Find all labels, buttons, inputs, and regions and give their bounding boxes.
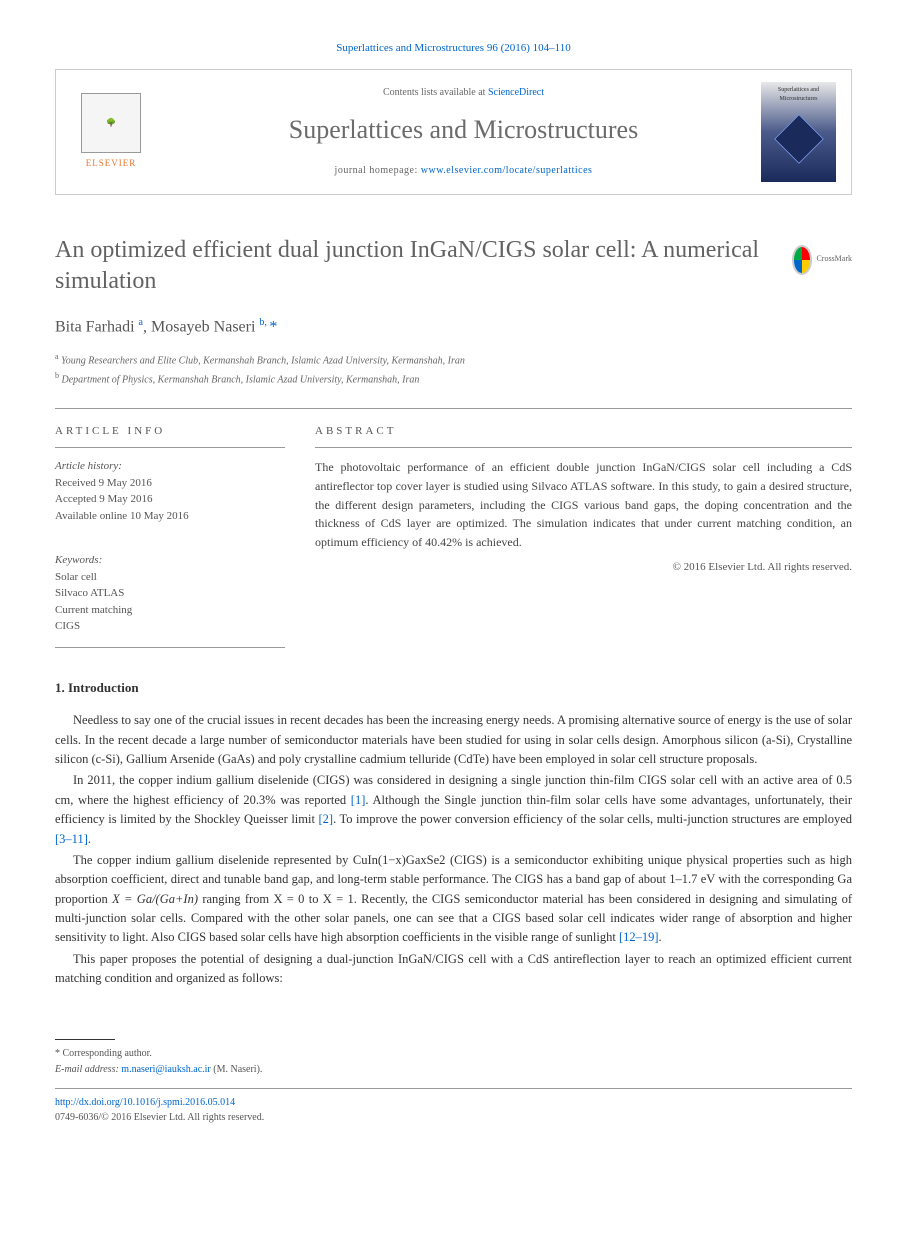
- article-title: An optimized efficient dual junction InG…: [55, 235, 852, 297]
- citation-header: Superlattices and Microstructures 96 (20…: [55, 40, 852, 57]
- paragraph-1: Needless to say one of the crucial issue…: [55, 711, 852, 769]
- intro-heading: 1. Introduction: [55, 678, 852, 698]
- article-history: Article history: Received 9 May 2016 Acc…: [55, 447, 285, 524]
- keyword-2: Silvaco ATLAS: [55, 585, 285, 602]
- homepage-link[interactable]: www.elsevier.com/locate/superlattices: [421, 165, 593, 176]
- sciencedirect-link[interactable]: ScienceDirect: [488, 87, 544, 98]
- journal-cover-thumbnail: Superlattices and Microstructures: [761, 82, 836, 182]
- corresponding-star: *: [269, 318, 277, 335]
- history-accepted: Accepted 9 May 2016: [55, 491, 285, 508]
- issn-copyright: 0749-6036/© 2016 Elsevier Ltd. All right…: [55, 1112, 264, 1123]
- journal-name: Superlattices and Microstructures: [166, 110, 761, 149]
- elsevier-text: ELSEVIER: [86, 157, 137, 171]
- title-text: An optimized efficient dual junction InG…: [55, 237, 759, 294]
- abstract-column: ABSTRACT The photovoltaic performance of…: [315, 423, 852, 648]
- article-info-column: ARTICLE INFO Article history: Received 9…: [55, 423, 285, 648]
- crossmark-text: CrossMark: [816, 254, 852, 264]
- doi-link[interactable]: http://dx.doi.org/10.1016/j.spmi.2016.05…: [55, 1097, 235, 1108]
- divider: [55, 408, 852, 409]
- email-name: (M. Naseri).: [211, 1064, 263, 1075]
- ref-3-link[interactable]: [3–11]: [55, 832, 88, 846]
- footer-separator: [55, 1088, 852, 1089]
- abstract-header: ABSTRACT: [315, 423, 852, 440]
- author-2: Mosayeb Naseri: [151, 318, 255, 335]
- journal-header-box: 🌳 ELSEVIER Contents lists available at S…: [55, 69, 852, 195]
- journal-center: Contents lists available at ScienceDirec…: [166, 85, 761, 178]
- footer: http://dx.doi.org/10.1016/j.spmi.2016.05…: [55, 1095, 852, 1125]
- paragraph-2: In 2011, the copper indium gallium disel…: [55, 771, 852, 849]
- article-info-header: ARTICLE INFO: [55, 423, 285, 440]
- history-received: Received 9 May 2016: [55, 475, 285, 492]
- author-1: Bita Farhadi: [55, 318, 135, 335]
- p2-text-d: .: [88, 832, 91, 846]
- crossmark-icon: [792, 245, 812, 275]
- keywords-block: Keywords: Solar cell Silvaco ATLAS Curre…: [55, 542, 285, 648]
- cover-image-icon: [774, 114, 823, 163]
- crossmark-badge[interactable]: CrossMark: [792, 240, 852, 280]
- email-label: E-mail address:: [55, 1064, 121, 1075]
- homepage-label: journal homepage:: [335, 165, 421, 176]
- abstract-copyright: © 2016 Elsevier Ltd. All rights reserved…: [315, 559, 852, 576]
- body-text: Needless to say one of the crucial issue…: [55, 711, 852, 988]
- affiliation-a: Young Researchers and Elite Club, Kerman…: [61, 356, 465, 367]
- email-line: E-mail address: m.naseri@iauksh.ac.ir (M…: [55, 1062, 852, 1078]
- info-abstract-row: ARTICLE INFO Article history: Received 9…: [55, 423, 852, 648]
- abstract-text: The photovoltaic performance of an effic…: [315, 447, 852, 551]
- paragraph-3: The copper indium gallium diselenide rep…: [55, 851, 852, 948]
- ref-4-link[interactable]: [12–19]: [619, 930, 659, 944]
- ref-1-link[interactable]: [1]: [351, 793, 366, 807]
- author-2-affil: b,: [259, 317, 269, 328]
- keyword-4: CIGS: [55, 618, 285, 635]
- homepage-line: journal homepage: www.elsevier.com/locat…: [166, 163, 761, 178]
- history-online: Available online 10 May 2016: [55, 508, 285, 525]
- keyword-1: Solar cell: [55, 569, 285, 586]
- contents-text: Contents lists available at: [383, 87, 488, 98]
- author-1-affil: a: [139, 317, 143, 328]
- authors-line: Bita Farhadi a, Mosayeb Naseri b, *: [55, 315, 852, 339]
- keyword-3: Current matching: [55, 602, 285, 619]
- elsevier-logo: 🌳 ELSEVIER: [71, 87, 151, 177]
- p2-text-c: . To improve the power conversion effici…: [333, 812, 852, 826]
- affiliations: a Young Researchers and Elite Club, Kerm…: [55, 351, 852, 388]
- ref-2-link[interactable]: [2]: [318, 812, 333, 826]
- elsevier-tree-icon: 🌳: [81, 93, 141, 153]
- email-link[interactable]: m.naseri@iauksh.ac.ir: [121, 1064, 210, 1075]
- corresponding-author: * Corresponding author.: [55, 1046, 852, 1062]
- keywords-label: Keywords:: [55, 552, 285, 569]
- footnote: * Corresponding author. E-mail address: …: [55, 1046, 852, 1078]
- formula: X = Ga/(Ga+In): [112, 892, 198, 906]
- contents-line: Contents lists available at ScienceDirec…: [166, 85, 761, 100]
- history-label: Article history:: [55, 458, 285, 475]
- footnote-separator: [55, 1039, 115, 1040]
- cover-title: Superlattices and Microstructures: [765, 86, 832, 104]
- p3-text-c: .: [659, 930, 662, 944]
- paragraph-4: This paper proposes the potential of des…: [55, 950, 852, 989]
- affiliation-b: Department of Physics, Kermanshah Branch…: [62, 374, 420, 385]
